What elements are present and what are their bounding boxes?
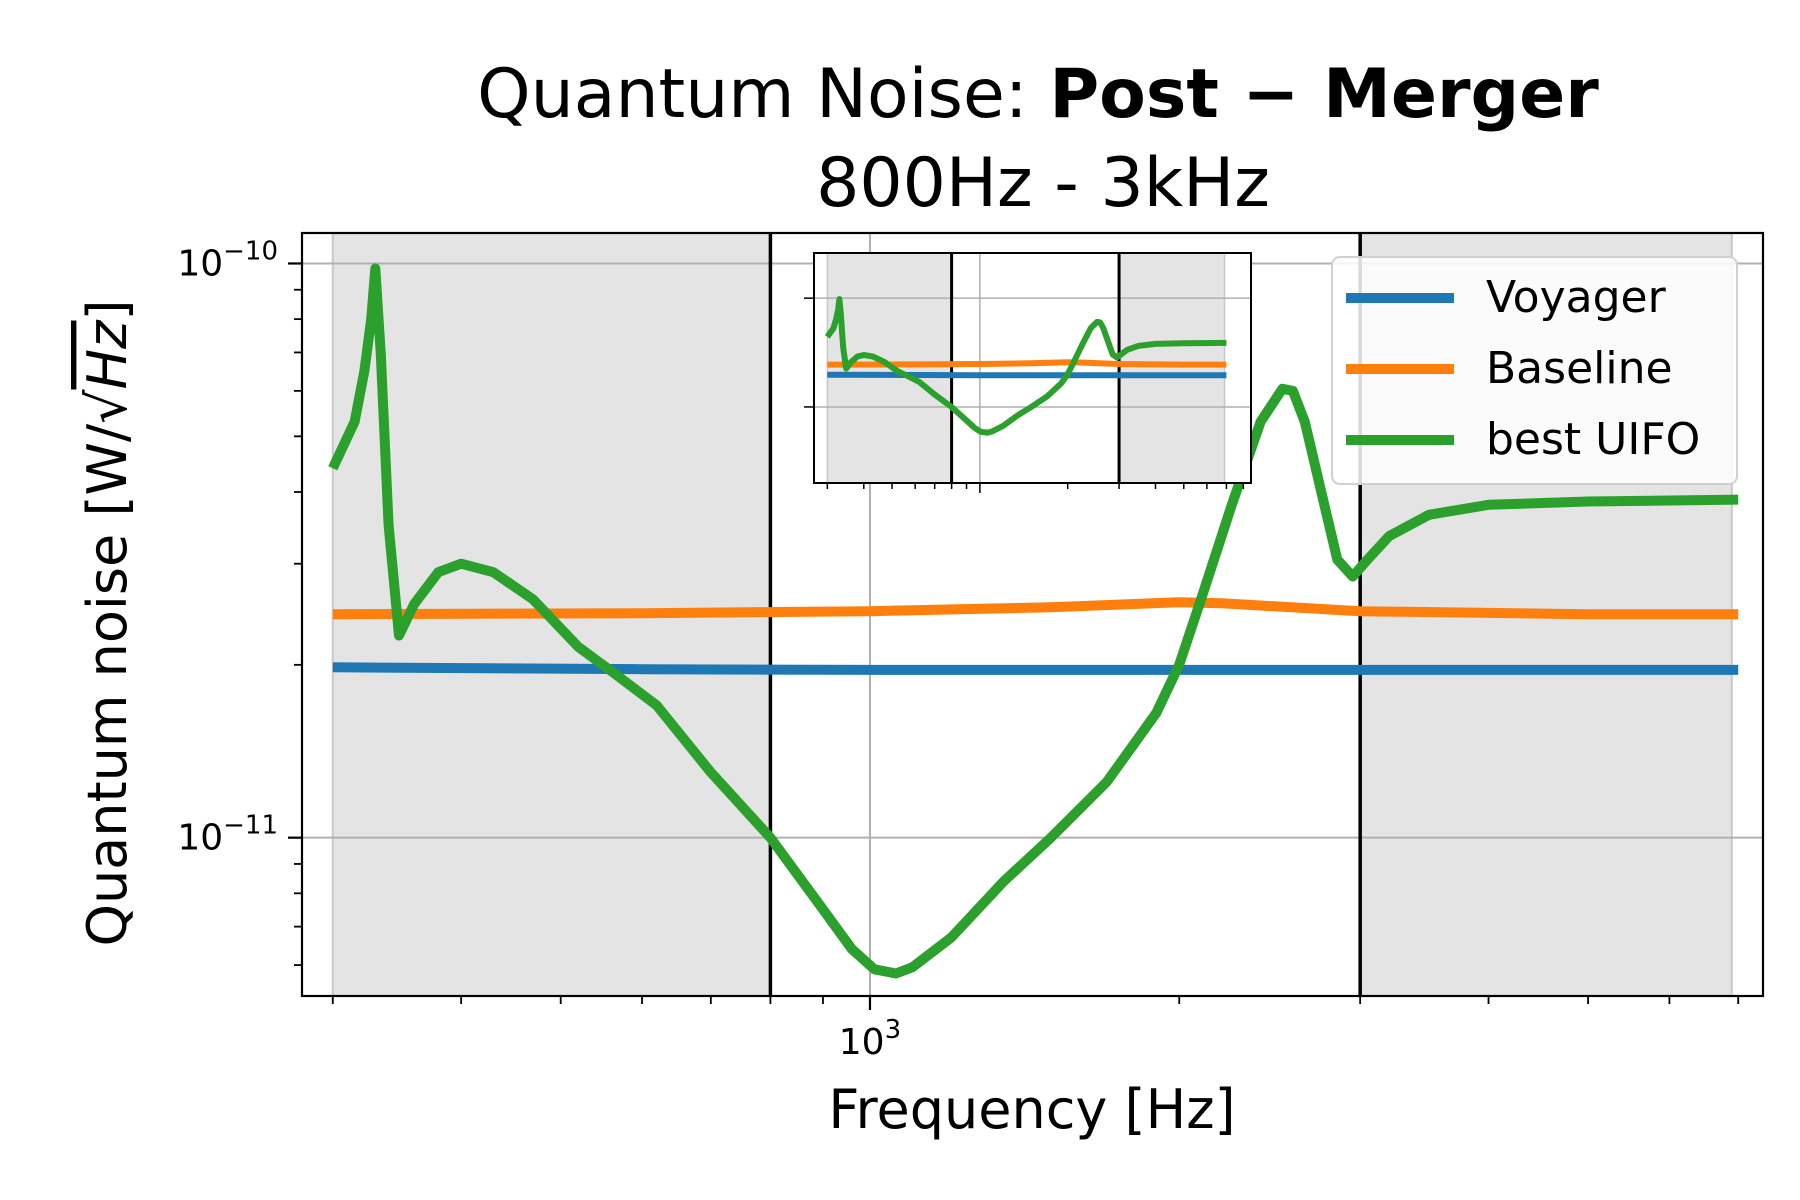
legend-label-baseline: Baseline: [1486, 343, 1673, 394]
plot-frame: [300, 231, 1765, 998]
chart-title-bold: Post − Merger: [1049, 55, 1599, 134]
y-axis-label-sqrt: √: [76, 389, 139, 424]
x-axis-label: Frequency [Hz]: [828, 1078, 1235, 1141]
inset-series-line-voyager: [827, 371, 1227, 379]
y-axis-label-radicand: Hz: [76, 319, 139, 390]
series-line-baseline: [332, 597, 1739, 620]
inset-series-line-best-uifo: [824, 296, 1227, 436]
legend: Voyager Baseline best UIFO: [1331, 256, 1738, 485]
y-tick-label: 10−10: [177, 236, 278, 284]
y-axis-label: Quantum noise [W/√Hz]: [76, 299, 139, 946]
inset-series-line-baseline: [827, 359, 1227, 368]
chart-title-prefix: Quantum Noise:: [477, 55, 1049, 134]
inset-shaded-region-2: [1118, 253, 1226, 483]
series-line-best-uifo: [328, 263, 1739, 979]
chart-title: Quantum Noise: Post − Merger: [477, 55, 1599, 134]
legend-label-voyager: Voyager: [1486, 272, 1667, 323]
y-tick-label: 10−11: [177, 811, 278, 859]
chart-subtitle: 800Hz - 3kHz: [816, 144, 1270, 223]
legend-label-best-uifo: best UIFO: [1486, 414, 1700, 465]
y-axis-label-close: ]: [76, 299, 139, 320]
x-tick-label: 103: [839, 1015, 901, 1063]
y-axis-label-main: Quantum noise [W/: [76, 423, 139, 946]
inset-frame: [813, 252, 1252, 484]
series-line-voyager: [332, 662, 1739, 675]
legend-box: [1331, 256, 1738, 485]
svg-text:Quantum noise [W/√Hz]: Quantum noise [W/√Hz]: [76, 299, 139, 946]
